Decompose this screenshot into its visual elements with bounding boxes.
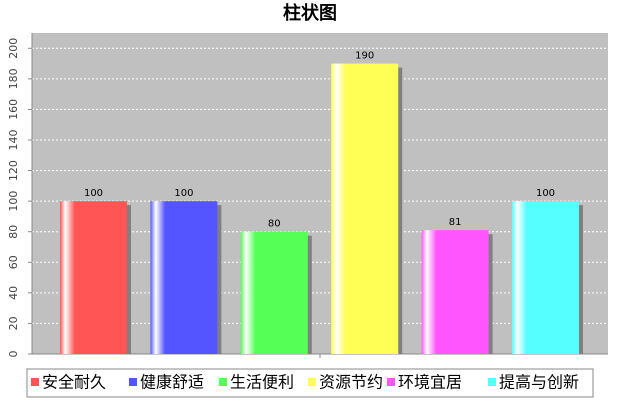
legend-swatch — [31, 378, 39, 386]
legend-label: 生活便利 — [230, 373, 294, 392]
y-tick-label: 60 — [7, 255, 20, 269]
legend-swatch — [129, 378, 137, 386]
legend-label: 资源节约 — [319, 373, 383, 392]
legend-swatch — [387, 378, 395, 386]
bar — [150, 201, 218, 354]
legend-label: 健康舒适 — [140, 373, 204, 392]
y-tick-label: 20 — [7, 316, 20, 330]
data-label: 80 — [268, 219, 281, 230]
legend-label: 安全耐久 — [42, 373, 106, 392]
bar — [60, 201, 127, 354]
y-tick-label: 100 — [7, 191, 20, 212]
y-tick-label: 160 — [7, 99, 20, 120]
bar — [331, 63, 399, 354]
y-tick-label: 40 — [7, 286, 20, 300]
legend-swatch — [219, 378, 227, 386]
bar — [421, 230, 489, 354]
legend-label: 提高与创新 — [499, 373, 579, 392]
data-label: 100 — [174, 188, 193, 199]
data-label: 81 — [449, 217, 462, 228]
y-tick-label: 200 — [7, 38, 20, 59]
data-label: 100 — [84, 188, 103, 199]
bar — [240, 231, 308, 354]
legend-label: 环境宜居 — [398, 373, 462, 392]
y-tick-label: 120 — [7, 160, 20, 181]
data-label: 100 — [536, 188, 555, 199]
bar — [512, 201, 579, 354]
legend-swatch — [308, 378, 316, 386]
y-tick-label: 0 — [7, 351, 20, 358]
y-tick-label: 80 — [7, 225, 20, 239]
y-tick-label: 140 — [7, 130, 20, 151]
legend-swatch — [488, 378, 496, 386]
y-tick-label: 180 — [7, 68, 20, 89]
chart-title: 柱状图 — [283, 2, 337, 24]
data-label: 190 — [355, 51, 374, 62]
